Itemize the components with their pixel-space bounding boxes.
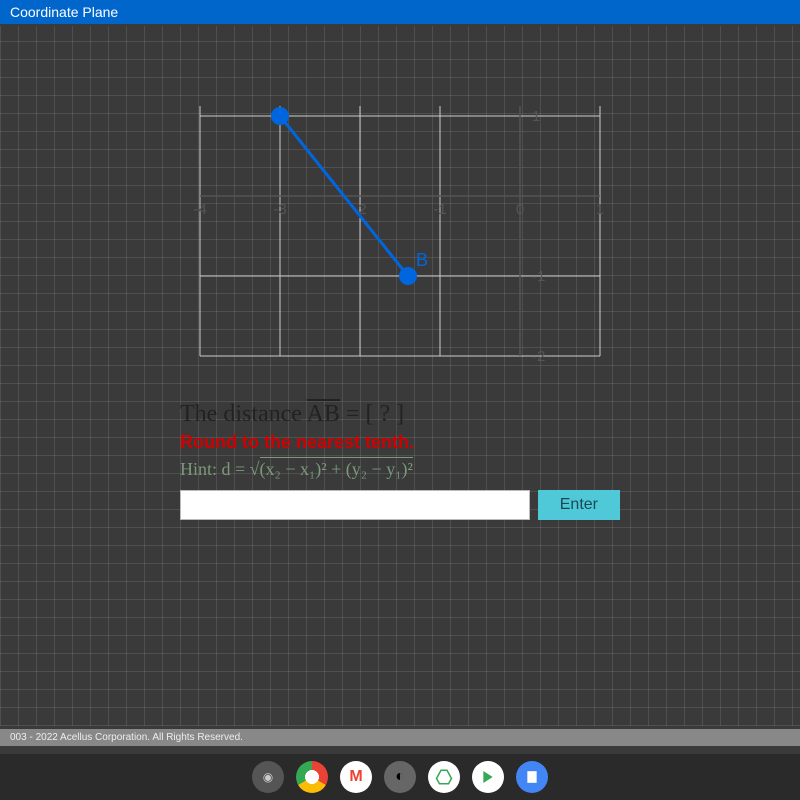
graph-svg: -4-3-2-101-2-11AB — [180, 106, 620, 366]
hint-prefix: Hint: d = — [180, 459, 250, 479]
svg-text:B: B — [416, 250, 428, 270]
hint-text: Hint: d = √(x₂ − x₁)² + (y₂ − y₁)² — [180, 459, 620, 480]
page-header: Coordinate Plane — [0, 0, 800, 24]
taskbar-menu-icon[interactable]: ◉ — [252, 761, 284, 793]
chrome-icon[interactable] — [296, 761, 328, 793]
app-icon[interactable]: ◐ — [384, 761, 416, 793]
svg-text:-4: -4 — [193, 201, 206, 218]
question-suffix: = [ ? ] — [340, 401, 404, 427]
content-area: -4-3-2-101-2-11AB The distance AB = [ ? … — [0, 26, 800, 726]
answer-row: Enter — [180, 490, 620, 520]
svg-text:1: 1 — [532, 108, 540, 125]
question-block: The distance AB = [ ? ] Round to the nea… — [180, 401, 620, 520]
question-prefix: The distance — [180, 401, 307, 427]
copyright-bar: 003 - 2022 Acellus Corporation. All Righ… — [0, 729, 800, 746]
question-segment: AB — [307, 401, 340, 427]
answer-input[interactable] — [180, 490, 530, 520]
round-instruction: Round to the nearest tenth. — [180, 432, 620, 453]
svg-text:-3: -3 — [273, 201, 286, 218]
header-title: Coordinate Plane — [10, 4, 118, 20]
gmail-icon[interactable]: M — [340, 761, 372, 793]
svg-text:-1: -1 — [532, 268, 545, 285]
docs-icon[interactable] — [516, 761, 548, 793]
svg-text:1: 1 — [596, 201, 604, 218]
hint-radicand: (x₂ − x₁)² + (y₂ − y₁)² — [260, 457, 413, 479]
question-text: The distance AB = [ ? ] — [180, 401, 620, 428]
hint-sqrt: √(x₂ − x₁)² + (y₂ − y₁)² — [250, 459, 413, 479]
svg-text:-2: -2 — [532, 348, 545, 365]
copyright-text: 003 - 2022 Acellus Corporation. All Righ… — [10, 732, 243, 743]
svg-text:0: 0 — [516, 201, 524, 218]
taskbar: ◉ M ◐ — [0, 754, 800, 800]
coordinate-graph: -4-3-2-101-2-11AB — [180, 106, 620, 371]
play-icon[interactable] — [472, 761, 504, 793]
drive-icon[interactable] — [428, 761, 460, 793]
svg-text:-1: -1 — [433, 201, 446, 218]
enter-button[interactable]: Enter — [538, 490, 620, 520]
